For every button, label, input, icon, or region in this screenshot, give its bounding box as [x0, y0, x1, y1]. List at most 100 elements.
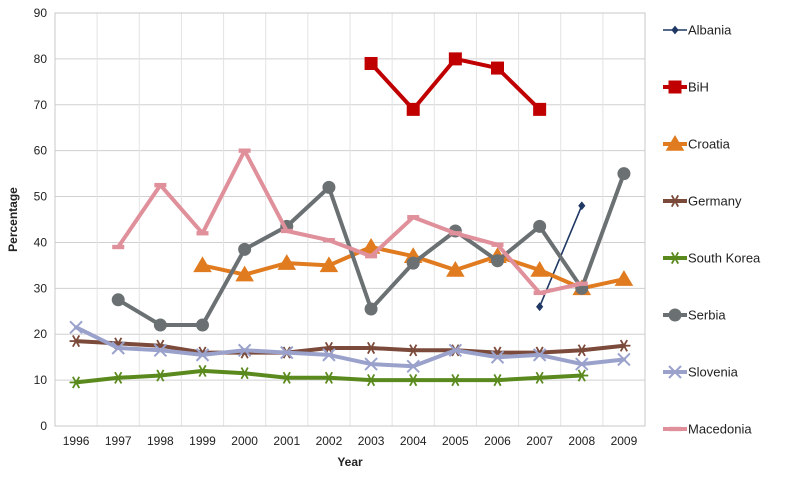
y-tick-label: 10 — [34, 373, 48, 387]
data-point — [322, 237, 335, 243]
data-point — [448, 343, 463, 357]
y-axis-ticks: 0 10 20 30 40 50 60 70 80 90 — [34, 6, 48, 433]
data-point — [533, 371, 547, 384]
x-tick-label: 2002 — [316, 434, 343, 448]
legend-item: Macedonia — [663, 422, 752, 437]
data-point — [153, 343, 168, 357]
data-point — [364, 374, 378, 387]
data-point — [575, 369, 589, 382]
data-point — [364, 56, 378, 70]
series-line — [74, 339, 626, 355]
data-point — [406, 344, 420, 357]
data-point — [235, 265, 254, 282]
marker-stroke — [406, 359, 420, 374]
data-point — [617, 352, 631, 367]
legend-label: Macedonia — [688, 422, 752, 437]
data-point — [575, 357, 589, 371]
data-point — [153, 318, 167, 332]
data-point — [490, 350, 505, 364]
series-slovenia — [69, 320, 631, 374]
data-point — [322, 371, 336, 384]
data-point — [364, 357, 378, 371]
data-point — [533, 219, 547, 233]
legend-label: Germany — [688, 194, 742, 209]
data-point — [491, 242, 504, 247]
data-point — [69, 320, 83, 335]
data-point — [280, 228, 293, 234]
data-point — [322, 341, 336, 355]
data-point — [322, 348, 336, 362]
data-point — [364, 302, 378, 316]
data-point — [195, 348, 210, 362]
data-point — [406, 359, 420, 374]
data-point — [238, 148, 251, 153]
marker-stroke — [324, 371, 333, 384]
legend-item: BiH — [663, 80, 709, 95]
series-bih — [364, 52, 547, 116]
data-point — [614, 270, 634, 286]
x-tick-label: 1999 — [189, 434, 216, 448]
y-tick-label: 30 — [34, 281, 48, 295]
series-line — [116, 148, 584, 295]
data-point — [491, 254, 504, 268]
data-point — [196, 318, 209, 332]
y-tick-label: 40 — [34, 235, 48, 249]
x-tick-label: 1996 — [63, 434, 90, 448]
marker-stroke — [240, 367, 249, 380]
data-point — [196, 364, 209, 378]
marker-stroke — [195, 348, 210, 362]
x-tick-label: 2009 — [611, 434, 638, 448]
y-tick-label: 0 — [40, 419, 47, 433]
data-point — [665, 135, 685, 151]
data-point — [575, 281, 588, 286]
legend-label: South Korea — [688, 251, 761, 266]
marker-stroke — [367, 374, 376, 387]
data-point — [536, 302, 544, 312]
marker-stroke — [575, 357, 589, 371]
x-tick-label: 2003 — [358, 434, 385, 448]
y-axis-title: Percentage — [6, 187, 20, 252]
marker-stroke — [153, 343, 168, 357]
data-point — [154, 182, 167, 188]
legend-label: Serbia — [688, 308, 726, 323]
data-point — [322, 180, 336, 194]
legend-label: Croatia — [688, 137, 731, 152]
marker-stroke — [156, 369, 165, 382]
data-point — [153, 369, 167, 382]
marker-stroke — [670, 194, 680, 208]
legend-item: South Korea — [663, 251, 761, 266]
data-point — [533, 102, 547, 116]
marker-stroke — [72, 335, 81, 348]
data-point — [446, 260, 465, 277]
data-point — [277, 254, 297, 270]
data-point — [364, 341, 378, 355]
marker-stroke — [535, 371, 544, 384]
data-point — [578, 201, 586, 211]
data-point — [669, 426, 681, 432]
marker-stroke — [237, 343, 252, 357]
data-point — [668, 194, 682, 208]
legend-item: Albania — [663, 23, 732, 38]
x-tick-label: 1998 — [147, 434, 174, 448]
marker-stroke — [114, 371, 123, 384]
plot-area — [54, 12, 646, 427]
marker-stroke — [198, 364, 207, 378]
data-point — [406, 374, 420, 387]
y-tick-label: 60 — [34, 144, 48, 158]
data-point — [406, 256, 420, 270]
series-line — [74, 325, 626, 369]
gridlines — [54, 12, 646, 427]
x-tick-label: 2004 — [400, 434, 427, 448]
x-tick-label: 2005 — [442, 434, 469, 448]
marker-stroke — [280, 345, 294, 360]
data-point — [319, 256, 339, 273]
series-line — [369, 56, 542, 112]
data-point — [668, 251, 682, 265]
y-tick-label: 50 — [34, 190, 48, 204]
marker-stroke — [451, 374, 460, 387]
data-point — [671, 25, 679, 35]
marker-stroke — [668, 365, 682, 379]
data-point — [69, 335, 83, 348]
